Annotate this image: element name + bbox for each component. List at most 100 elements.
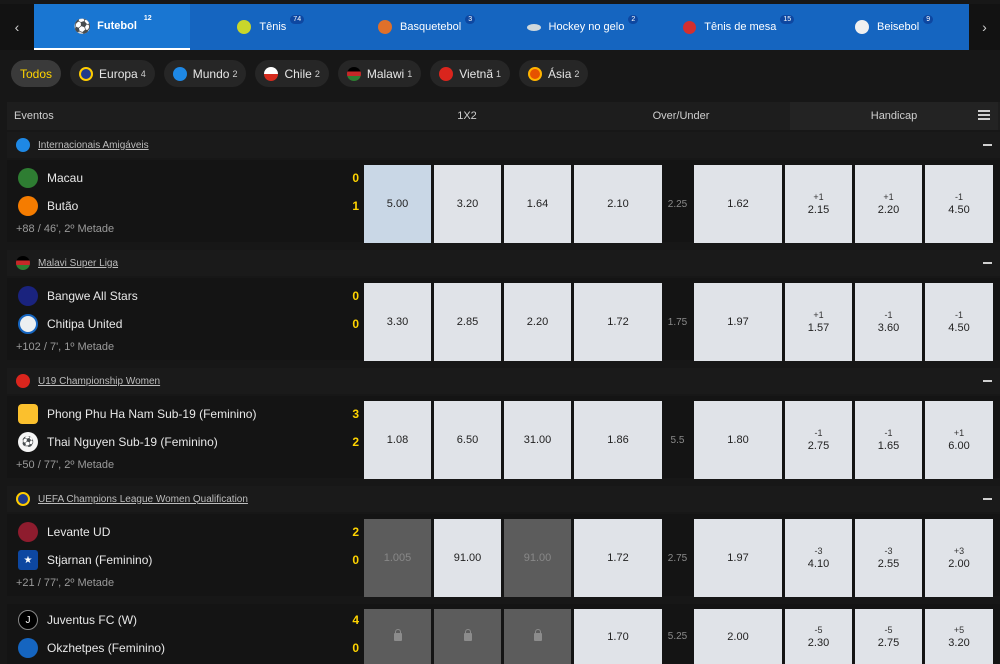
odd-handicap-home[interactable]: -1 2.75 [785, 401, 852, 479]
league-name[interactable]: Malavi Super Liga [38, 257, 119, 269]
odd-handicap-away[interactable]: +5 3.20 [925, 609, 993, 664]
odd-value: 2.10 [607, 198, 629, 210]
odd-value: 1.65 [877, 440, 900, 452]
odd-value: 2.85 [456, 316, 479, 328]
odd-handicap-away[interactable]: +1 6.00 [925, 401, 993, 479]
header-handicap[interactable]: Handicap [790, 102, 998, 130]
header-1x2: 1X2 [457, 110, 477, 122]
odd-handicap-draw[interactable]: -5 2.75 [855, 609, 922, 664]
filter-asia[interactable]: Ásia 2 [519, 60, 589, 87]
list-menu-icon[interactable] [978, 110, 990, 121]
collapse-icon[interactable] [983, 380, 992, 382]
odd-under[interactable]: 1.62 [694, 165, 782, 243]
tab-tenis[interactable]: Tênis 74 [190, 4, 346, 50]
odd-value: 2.30 [807, 636, 830, 649]
odd-handicap-draw[interactable]: +1 2.20 [855, 165, 922, 243]
league-name[interactable]: Internacionais Amigáveis [38, 139, 149, 151]
team-name: Thai Nguyen Sub-19 (Feminino) [47, 435, 218, 449]
filter-count: 2 [574, 68, 580, 79]
ou-line: 5.5 [670, 434, 685, 446]
home-score: 0 [352, 171, 359, 185]
odd-handicap-away[interactable]: -1 4.50 [925, 165, 993, 243]
match-time[interactable]: +21 / 77', 2º Metade [16, 577, 115, 589]
tab-futebol[interactable]: ⚽ Futebol 12 [34, 4, 190, 50]
home-team: Levante UD [18, 522, 110, 542]
odd-over[interactable]: 2.10 [574, 165, 662, 243]
filter-label: Todos [20, 66, 53, 81]
match-time[interactable]: +88 / 46', 2º Metade [16, 223, 115, 235]
odd-handicap-draw[interactable]: -1 3.60 [855, 283, 922, 361]
odd-draw[interactable]: 2.85 [434, 283, 501, 361]
odd-under[interactable]: 1.97 [694, 283, 782, 361]
odd-handicap-home[interactable]: -3 4.10 [785, 519, 852, 597]
tab-label: Hockey no gelo [548, 21, 625, 33]
odd-under[interactable]: 1.97 [694, 519, 782, 597]
odd-handicap-home[interactable]: +1 1.57 [785, 283, 852, 361]
match-row: Bangwe All Stars 0 Chitipa United 0 +102… [7, 278, 1000, 361]
collapse-icon[interactable] [983, 498, 992, 500]
home-team: Bangwe All Stars [18, 286, 138, 306]
filter-malawi[interactable]: Malawi 1 [337, 60, 422, 87]
odd-over[interactable]: 1.72 [574, 519, 662, 597]
odd-handicap-home[interactable]: -5 2.30 [785, 609, 852, 664]
odd-handicap-draw[interactable]: -1 1.65 [855, 401, 922, 479]
match-time[interactable]: +102 / 7', 1º Metade [16, 341, 115, 353]
sport-tabs: ⚽ Futebol 12 Tênis 74 Basquetebol 3 Hock… [34, 4, 969, 50]
handicap-line: +1 [813, 310, 824, 320]
league-row[interactable]: U19 Championship Women [7, 368, 1000, 394]
league-name[interactable]: U19 Championship Women [38, 375, 161, 387]
odd-away[interactable]: 2.20 [504, 283, 571, 361]
odd-under[interactable]: 2.00 [694, 609, 782, 664]
odd-handicap-away[interactable]: -1 4.50 [925, 283, 993, 361]
tab-hockey[interactable]: Hockey no gelo 2 [501, 4, 657, 50]
collapse-icon[interactable] [983, 262, 992, 264]
filter-chile[interactable]: Chile 2 [255, 60, 329, 87]
filter-mundo[interactable]: Mundo 2 [163, 60, 247, 87]
away-score: 1 [352, 199, 359, 213]
scroll-left-button[interactable]: ‹ [0, 4, 34, 50]
filter-todos[interactable]: Todos [11, 60, 62, 87]
ou-line: 2.75 [667, 552, 688, 564]
tab-label: Basquetebol [400, 21, 462, 33]
odd-away[interactable]: 1.64 [504, 165, 571, 243]
odd-home[interactable]: 5.00 [364, 165, 431, 243]
collapse-icon[interactable] [983, 144, 992, 146]
odd-home[interactable]: 3.30 [364, 283, 431, 361]
odd-over[interactable]: 1.86 [574, 401, 662, 479]
handicap-line: +1 [883, 192, 894, 202]
tab-basquetebol[interactable]: Basquetebol 3 [346, 4, 502, 50]
filter-vietna[interactable]: Vietnã 1 [430, 60, 511, 87]
league-row[interactable]: Internacionais Amigáveis [7, 132, 1000, 158]
league-name[interactable]: UEFA Champions League Women Qualificatio… [38, 493, 248, 505]
odd-handicap-home[interactable]: +1 2.15 [785, 165, 852, 243]
away-team: ⚽ Thai Nguyen Sub-19 (Feminino) [18, 432, 218, 452]
league-row[interactable]: Malavi Super Liga [7, 250, 1000, 276]
league-row[interactable]: UEFA Champions League Women Qualificatio… [7, 486, 1000, 512]
tab-tenis-de-mesa[interactable]: Tênis de mesa 15 [657, 4, 813, 50]
odd-handicap-draw[interactable]: -3 2.55 [855, 519, 922, 597]
odd-home[interactable]: 1.08 [364, 401, 431, 479]
filter-label: Malawi [366, 66, 405, 81]
odd-value: 2.75 [807, 440, 830, 452]
filter-count: 1 [407, 68, 413, 79]
odd-value: 3.30 [386, 316, 409, 328]
odd-away[interactable]: 31.00 [504, 401, 571, 479]
scroll-right-button[interactable]: › [969, 4, 1000, 50]
filter-count: 2 [232, 68, 238, 79]
odd-value: 1.97 [727, 552, 749, 564]
odd-value: 1.86 [607, 434, 629, 446]
filter-europa[interactable]: Europa 4 [70, 60, 155, 87]
tab-beisebol[interactable]: Beisebol 9 [813, 4, 969, 50]
odd-draw[interactable]: 6.50 [434, 401, 501, 479]
odd-handicap-away[interactable]: +3 2.00 [925, 519, 993, 597]
odd-over[interactable]: 1.72 [574, 283, 662, 361]
odd-over[interactable]: 1.70 [574, 609, 662, 664]
odd-draw[interactable]: 3.20 [434, 165, 501, 243]
match-time[interactable]: +50 / 77', 2º Metade [16, 459, 115, 471]
team-name: Chitipa United [47, 317, 123, 331]
team-logo-icon: J [18, 610, 38, 630]
away-score: 0 [352, 317, 359, 331]
odd-draw[interactable]: 91.00 [434, 519, 501, 597]
malawi-flag-icon [16, 256, 30, 270]
odd-under[interactable]: 1.80 [694, 401, 782, 479]
